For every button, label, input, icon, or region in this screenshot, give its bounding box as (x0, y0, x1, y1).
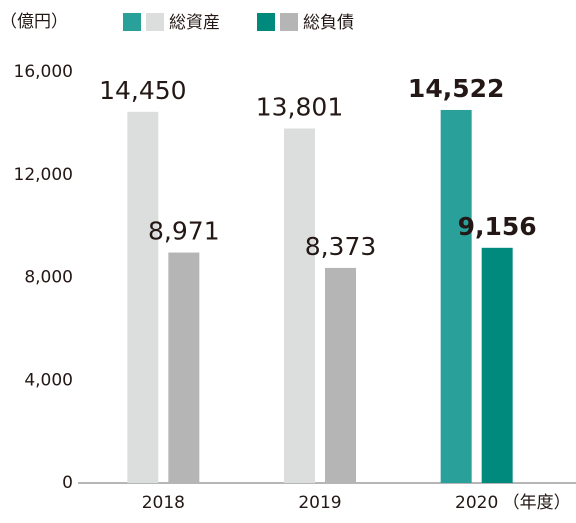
x-tick-label: 2018 (142, 493, 185, 513)
value-label: 13,801 (256, 92, 343, 121)
y-axis-label: （億円） (0, 12, 68, 32)
bar (127, 111, 159, 484)
bar (440, 109, 472, 483)
y-tick-label: 16,000 (14, 62, 73, 82)
bar (481, 247, 513, 483)
value-label: 9,156 (458, 212, 537, 241)
legend-label: 総負債 (303, 13, 354, 33)
legend-swatch (280, 13, 298, 31)
legend-label: 総資産 (169, 13, 220, 33)
bar (284, 128, 315, 483)
y-tick-label: 4,000 (24, 370, 73, 390)
x-tick-label: 2019 (298, 493, 341, 513)
legend-swatch (146, 13, 164, 31)
y-tick-label: 0 (62, 473, 73, 493)
x-axis-label: （年度） (503, 493, 571, 513)
legend-swatch (123, 13, 141, 31)
bar (325, 267, 356, 483)
y-tick-label: 12,000 (14, 165, 73, 185)
value-label: 14,450 (99, 76, 186, 105)
value-label: 8,971 (148, 217, 220, 246)
value-label: 8,373 (305, 232, 377, 261)
legend-swatch (257, 13, 275, 31)
value-label: 14,522 (408, 74, 504, 103)
y-tick-label: 8,000 (24, 268, 73, 288)
x-tick-label: 2020 (455, 493, 498, 513)
bar (168, 252, 200, 483)
